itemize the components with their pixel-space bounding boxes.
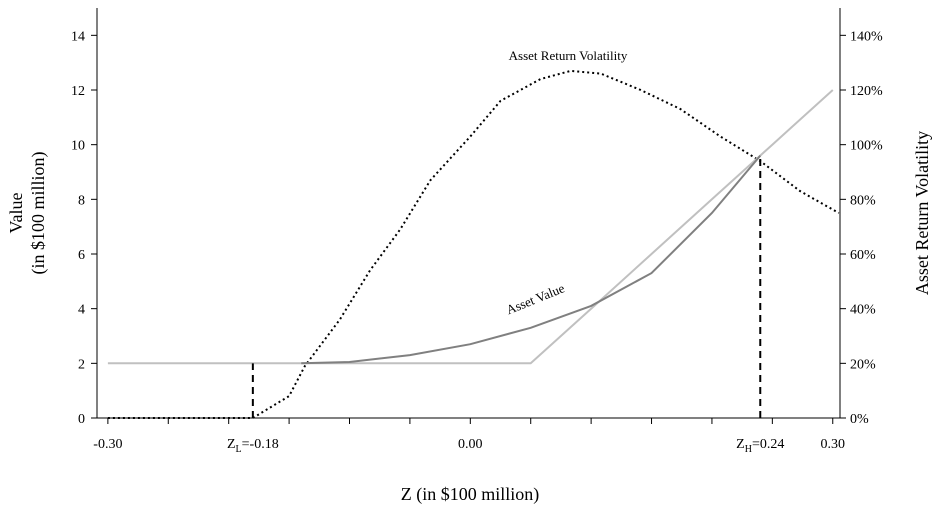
label-part: Z	[227, 437, 236, 452]
x-tick-label: 0.30	[821, 437, 846, 452]
y2-tick-label: 60%	[850, 248, 876, 263]
y2-tick-label: 20%	[850, 357, 876, 372]
y-tick-label: 14	[71, 29, 85, 44]
y2-tick-label: 120%	[850, 84, 883, 99]
y-tick-label: 8	[78, 193, 85, 208]
y-tick-label: 12	[71, 84, 85, 99]
threshold-label: ZL=-0.18	[227, 437, 279, 455]
y-tick-label: 2	[78, 357, 85, 372]
label-part: =0.24	[752, 437, 784, 452]
label-part: Z	[736, 437, 745, 452]
label-subscript: H	[745, 444, 752, 455]
y-tick-label: 0	[78, 412, 85, 427]
y2-tick-label: 140%	[850, 29, 883, 44]
y-axis-title: (in $100 million)	[28, 152, 49, 275]
y-tick-label: 4	[78, 303, 85, 318]
x-axis-title: Z (in $100 million)	[401, 484, 540, 505]
threshold-label: ZH=0.24	[736, 437, 784, 455]
x-tick-label: -0.30	[93, 437, 122, 452]
y2-axis-title: Asset Return Volatility	[912, 131, 932, 295]
y2-tick-label: 80%	[850, 193, 876, 208]
series-label: Asset Value	[504, 280, 567, 317]
y-tick-label: 6	[78, 248, 85, 263]
series-line	[107, 69, 840, 419]
series-label: Asset Return Volatility	[509, 48, 628, 63]
x-tick-label: 0.00	[458, 437, 483, 452]
y-tick-label: 10	[71, 139, 85, 154]
label-part: =-0.18	[242, 437, 279, 452]
y-axis-title: Value	[6, 192, 26, 233]
y2-tick-label: 0%	[850, 412, 869, 427]
series-line	[301, 154, 762, 365]
y2-tick-label: 100%	[850, 139, 883, 154]
y2-tick-label: 40%	[850, 303, 876, 318]
label-subscript: L	[236, 444, 242, 455]
series-line	[107, 89, 834, 365]
